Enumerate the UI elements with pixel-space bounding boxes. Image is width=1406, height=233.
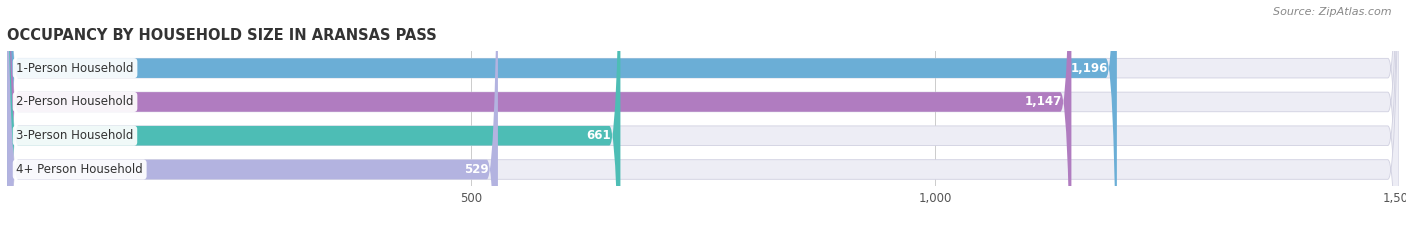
FancyBboxPatch shape bbox=[7, 0, 1071, 233]
Text: 1,147: 1,147 bbox=[1025, 96, 1062, 108]
FancyBboxPatch shape bbox=[7, 0, 620, 233]
Text: 661: 661 bbox=[586, 129, 612, 142]
Text: 1-Person Household: 1-Person Household bbox=[17, 62, 134, 75]
FancyBboxPatch shape bbox=[7, 0, 498, 233]
FancyBboxPatch shape bbox=[7, 0, 1399, 233]
Text: 3-Person Household: 3-Person Household bbox=[17, 129, 134, 142]
FancyBboxPatch shape bbox=[7, 0, 1116, 233]
FancyBboxPatch shape bbox=[7, 0, 1399, 233]
Text: 4+ Person Household: 4+ Person Household bbox=[17, 163, 143, 176]
Text: 529: 529 bbox=[464, 163, 489, 176]
Text: OCCUPANCY BY HOUSEHOLD SIZE IN ARANSAS PASS: OCCUPANCY BY HOUSEHOLD SIZE IN ARANSAS P… bbox=[7, 28, 437, 43]
Text: 1,196: 1,196 bbox=[1070, 62, 1108, 75]
FancyBboxPatch shape bbox=[7, 0, 1399, 233]
Text: Source: ZipAtlas.com: Source: ZipAtlas.com bbox=[1274, 7, 1392, 17]
FancyBboxPatch shape bbox=[7, 0, 1399, 233]
Text: 2-Person Household: 2-Person Household bbox=[17, 96, 134, 108]
